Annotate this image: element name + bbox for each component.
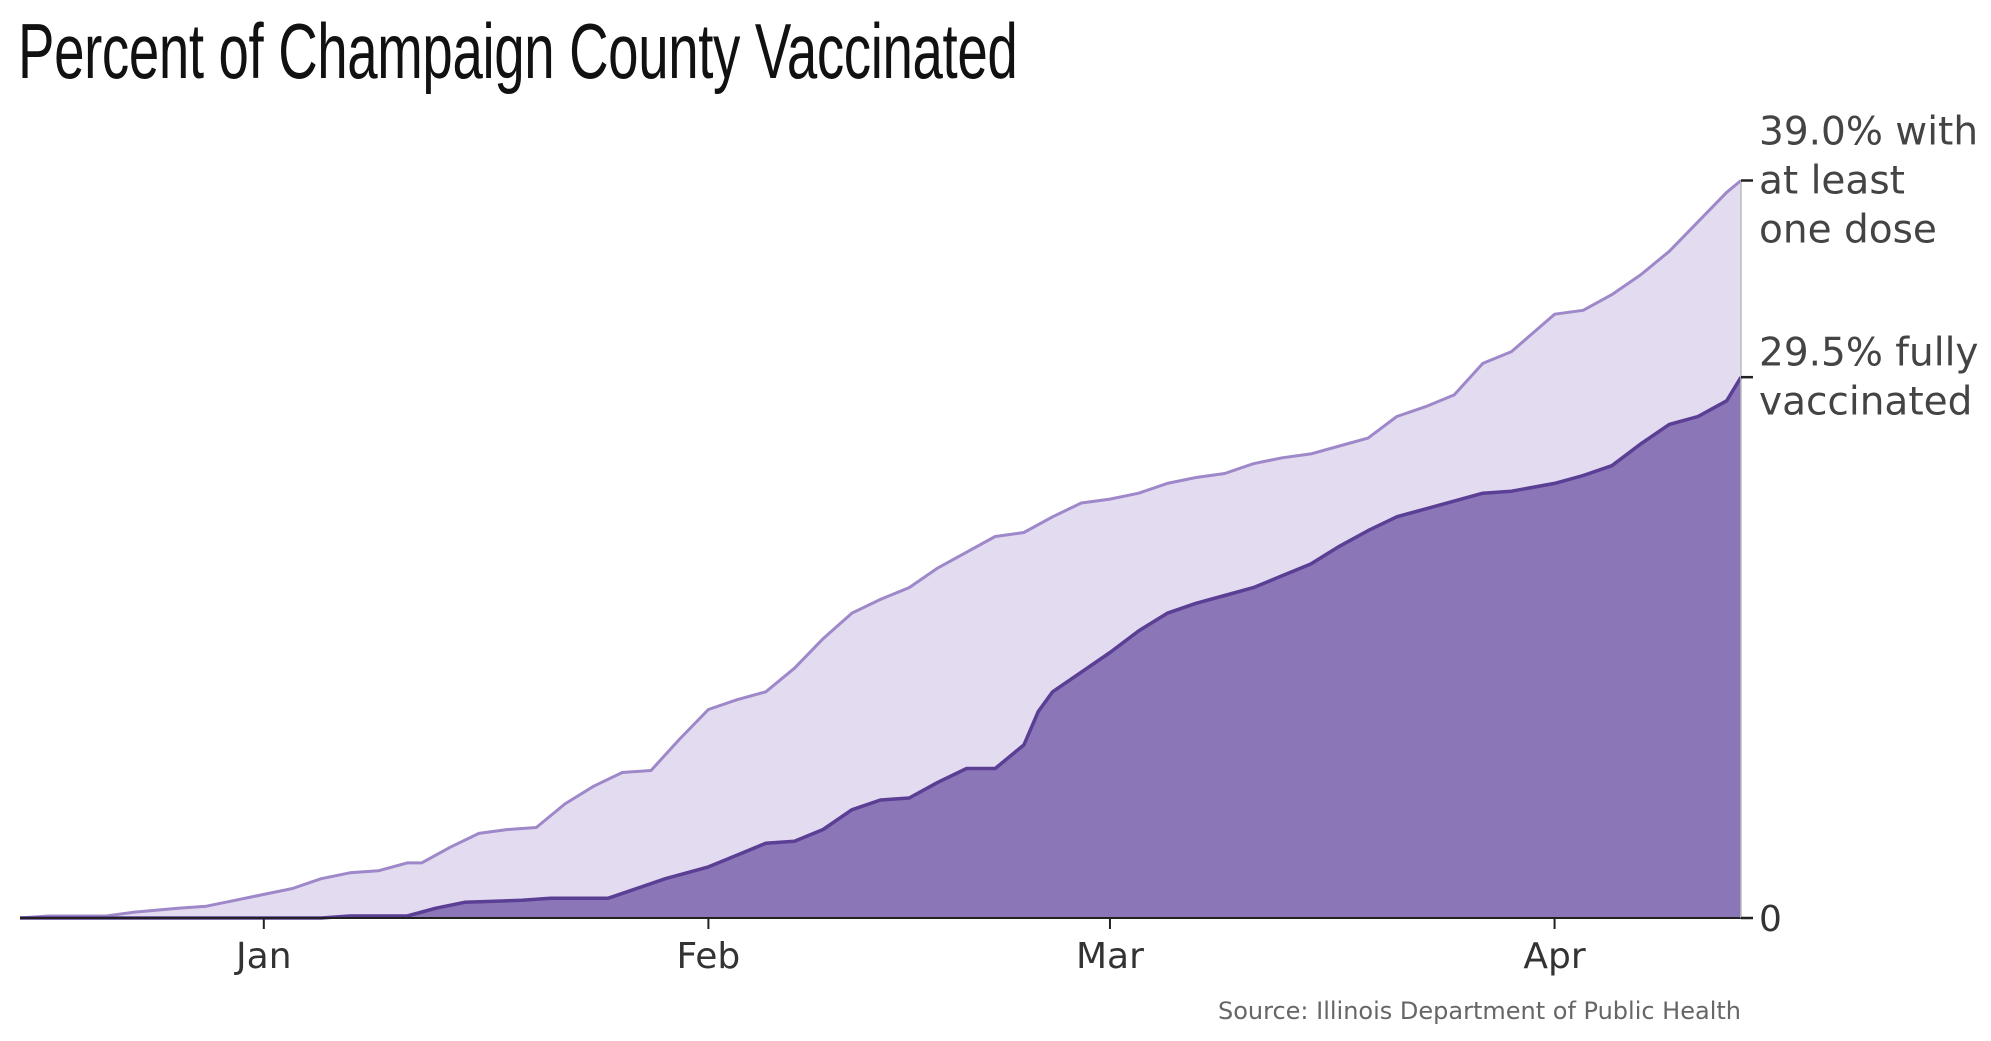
at-least-one-dose-end-label-line: one dose <box>1759 208 1937 253</box>
x-tick-label-feb: Feb <box>677 936 741 977</box>
at-least-one-dose-end-label-line: at least <box>1759 159 1905 204</box>
x-tick-label-jan: Jan <box>234 936 292 977</box>
fully-vaccinated-end-label-line: 29.5% fully <box>1759 331 1979 376</box>
source-note: Source: Illinois Department of Public He… <box>1218 997 1741 1025</box>
x-tick-label-mar: Mar <box>1076 936 1144 977</box>
at-least-one-dose-line <box>19 179 1742 920</box>
fully-vaccinated-end-label-line: vaccinated <box>1759 380 1972 425</box>
x-ticks: Jan Feb Mar Apr <box>234 916 1753 977</box>
chart-title: Percent of Champaign County Vaccinated <box>18 7 1018 95</box>
y-tick-label-0: 0 <box>1759 899 1782 940</box>
axes-layer <box>20 180 1743 919</box>
fully-vaccinated-area <box>20 377 1741 918</box>
at-least-one-dose-end-label-line: 39.0% with <box>1759 110 1978 155</box>
areas-layer <box>19 179 1743 920</box>
fully-vaccinated-line <box>20 376 1743 920</box>
x-tick-label-apr: Apr <box>1523 936 1585 977</box>
